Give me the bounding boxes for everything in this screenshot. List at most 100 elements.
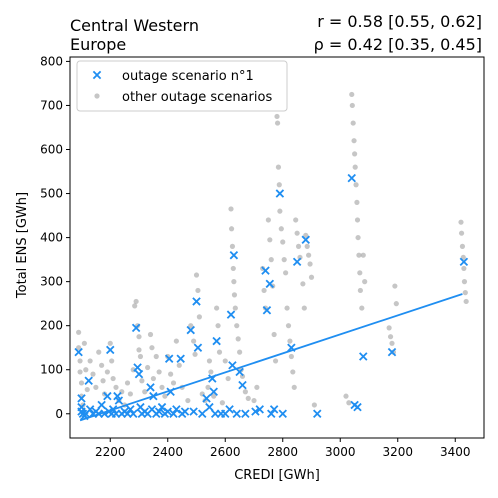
other-scenario-point (136, 334, 142, 340)
y-axis-ticks: 0 100 200 300 400 500 600 700 800 (40, 54, 70, 421)
other-scenario-point (124, 380, 131, 386)
other-scenario-point (276, 182, 282, 188)
other-scenario-point (234, 323, 240, 329)
other-scenario-point (237, 349, 243, 355)
scenario-1-point (114, 396, 124, 405)
other-scenario-point (99, 362, 105, 368)
other-scenario-point (307, 261, 313, 267)
scenario-1-point (146, 383, 155, 392)
scenario-1-point (129, 409, 138, 419)
other-scenario-point (274, 113, 280, 120)
stat-pearson-r: r = 0.58 [0.55, 0.62] (317, 12, 482, 31)
scenario-1-point (106, 345, 115, 355)
other-scenario-point (93, 384, 99, 390)
scenario-1-point (226, 310, 236, 319)
other-scenario-point (168, 371, 174, 377)
other-scenario-point (274, 120, 281, 126)
other-scenario-point (295, 243, 302, 249)
other-scenario-point (235, 336, 241, 342)
scenario-1-point (232, 409, 241, 419)
other-scenario-point (458, 219, 464, 225)
other-scenario-point (222, 358, 228, 364)
other-scenario-point (461, 279, 468, 285)
other-scenario-point (463, 298, 469, 305)
scenario-1-point (172, 405, 181, 414)
x-tick-label: 2200 (95, 445, 126, 459)
other-scenario-point (267, 237, 273, 243)
other-scenario-point (100, 378, 106, 384)
scenario-1-point (359, 352, 368, 361)
x-tick-label: 2800 (267, 445, 298, 459)
scenario-1-point (97, 400, 106, 410)
plot-frame (69, 56, 485, 439)
scenario-1-point (269, 405, 279, 414)
scenario-1-point (278, 409, 287, 419)
other-scenario-point (271, 331, 277, 338)
scenario-1-point (126, 405, 135, 414)
other-scenario-point (294, 230, 300, 236)
other-scenario-point (231, 279, 237, 285)
other-scenario-point (145, 364, 151, 371)
other-scenario-point (389, 340, 395, 346)
other-scenario-point (77, 369, 83, 375)
other-scenario-point (191, 338, 197, 344)
other-scenario-point (228, 206, 234, 212)
other-scenario-point (291, 384, 297, 390)
other-scenario-point (173, 338, 179, 344)
other-scenario-point (185, 397, 191, 404)
other-scenario-point (239, 373, 246, 379)
scenario-1-point (353, 402, 362, 412)
other-scenario-point (87, 358, 93, 364)
regression-line (79, 293, 463, 422)
other-scenario-point (386, 325, 392, 331)
other-scenario-point (136, 347, 142, 353)
other-scenario-point (462, 290, 468, 296)
scenario-1-point (261, 266, 270, 275)
other-scenario-point (281, 257, 287, 263)
other-scenario-point (293, 217, 299, 223)
other-scenario-point (275, 164, 282, 170)
other-scenario-point (288, 353, 294, 360)
scenario-1-point (133, 363, 142, 372)
other-scenario-point (109, 358, 115, 364)
scenario-1-point (77, 394, 86, 403)
other-scenario-point (153, 353, 159, 360)
scenario-1-point (198, 409, 207, 419)
legend: outage scenario n°1 other outage scenari… (76, 60, 288, 112)
other-scenario-point (268, 257, 274, 263)
other-scenario-point (104, 369, 110, 375)
other-scenario-point (232, 305, 238, 311)
x-tick-label: 3400 (440, 445, 471, 459)
title-left-line-2: Europe (70, 35, 126, 54)
y-tick-label: 0 (55, 407, 63, 421)
other-scenario-point (139, 378, 145, 384)
other-scenario-point (216, 349, 223, 355)
other-scenario-point (359, 305, 365, 311)
other-scenario-point (77, 358, 83, 364)
other-scenario-point (277, 208, 283, 214)
scenario-1-point (74, 347, 83, 357)
legend-label-scenario-1: outage scenario n°1 (122, 69, 254, 84)
other-scenario-point (297, 254, 303, 261)
other-scenario-point (251, 397, 257, 404)
other-scenario-point (110, 375, 116, 382)
scenario-1-point (235, 367, 244, 377)
other-scenario-point (272, 358, 279, 364)
other-scenario-point (360, 252, 366, 258)
other-scenario-point (150, 375, 156, 382)
scenario-1-point (202, 394, 211, 403)
y-tick-label: 500 (40, 187, 63, 201)
other-scenario-point (353, 182, 359, 188)
other-scenario-point (219, 400, 225, 406)
scenario-1-point (262, 306, 272, 315)
scenario-1-point (176, 354, 185, 363)
scenario-1-point (229, 250, 239, 260)
other-scenario-point (215, 323, 221, 329)
x-axis-label: CREDI [GWh] (234, 468, 320, 483)
y-tick-label: 800 (40, 54, 63, 68)
other-scenario-point (287, 338, 293, 344)
scenario-1-point (157, 402, 167, 412)
scenario-1-series (74, 173, 469, 421)
other-scenario-point (231, 292, 238, 298)
plot-area: 2200 2400 2600 2800 3000 3200 3400 0 100 200 300 4… (40, 54, 485, 459)
